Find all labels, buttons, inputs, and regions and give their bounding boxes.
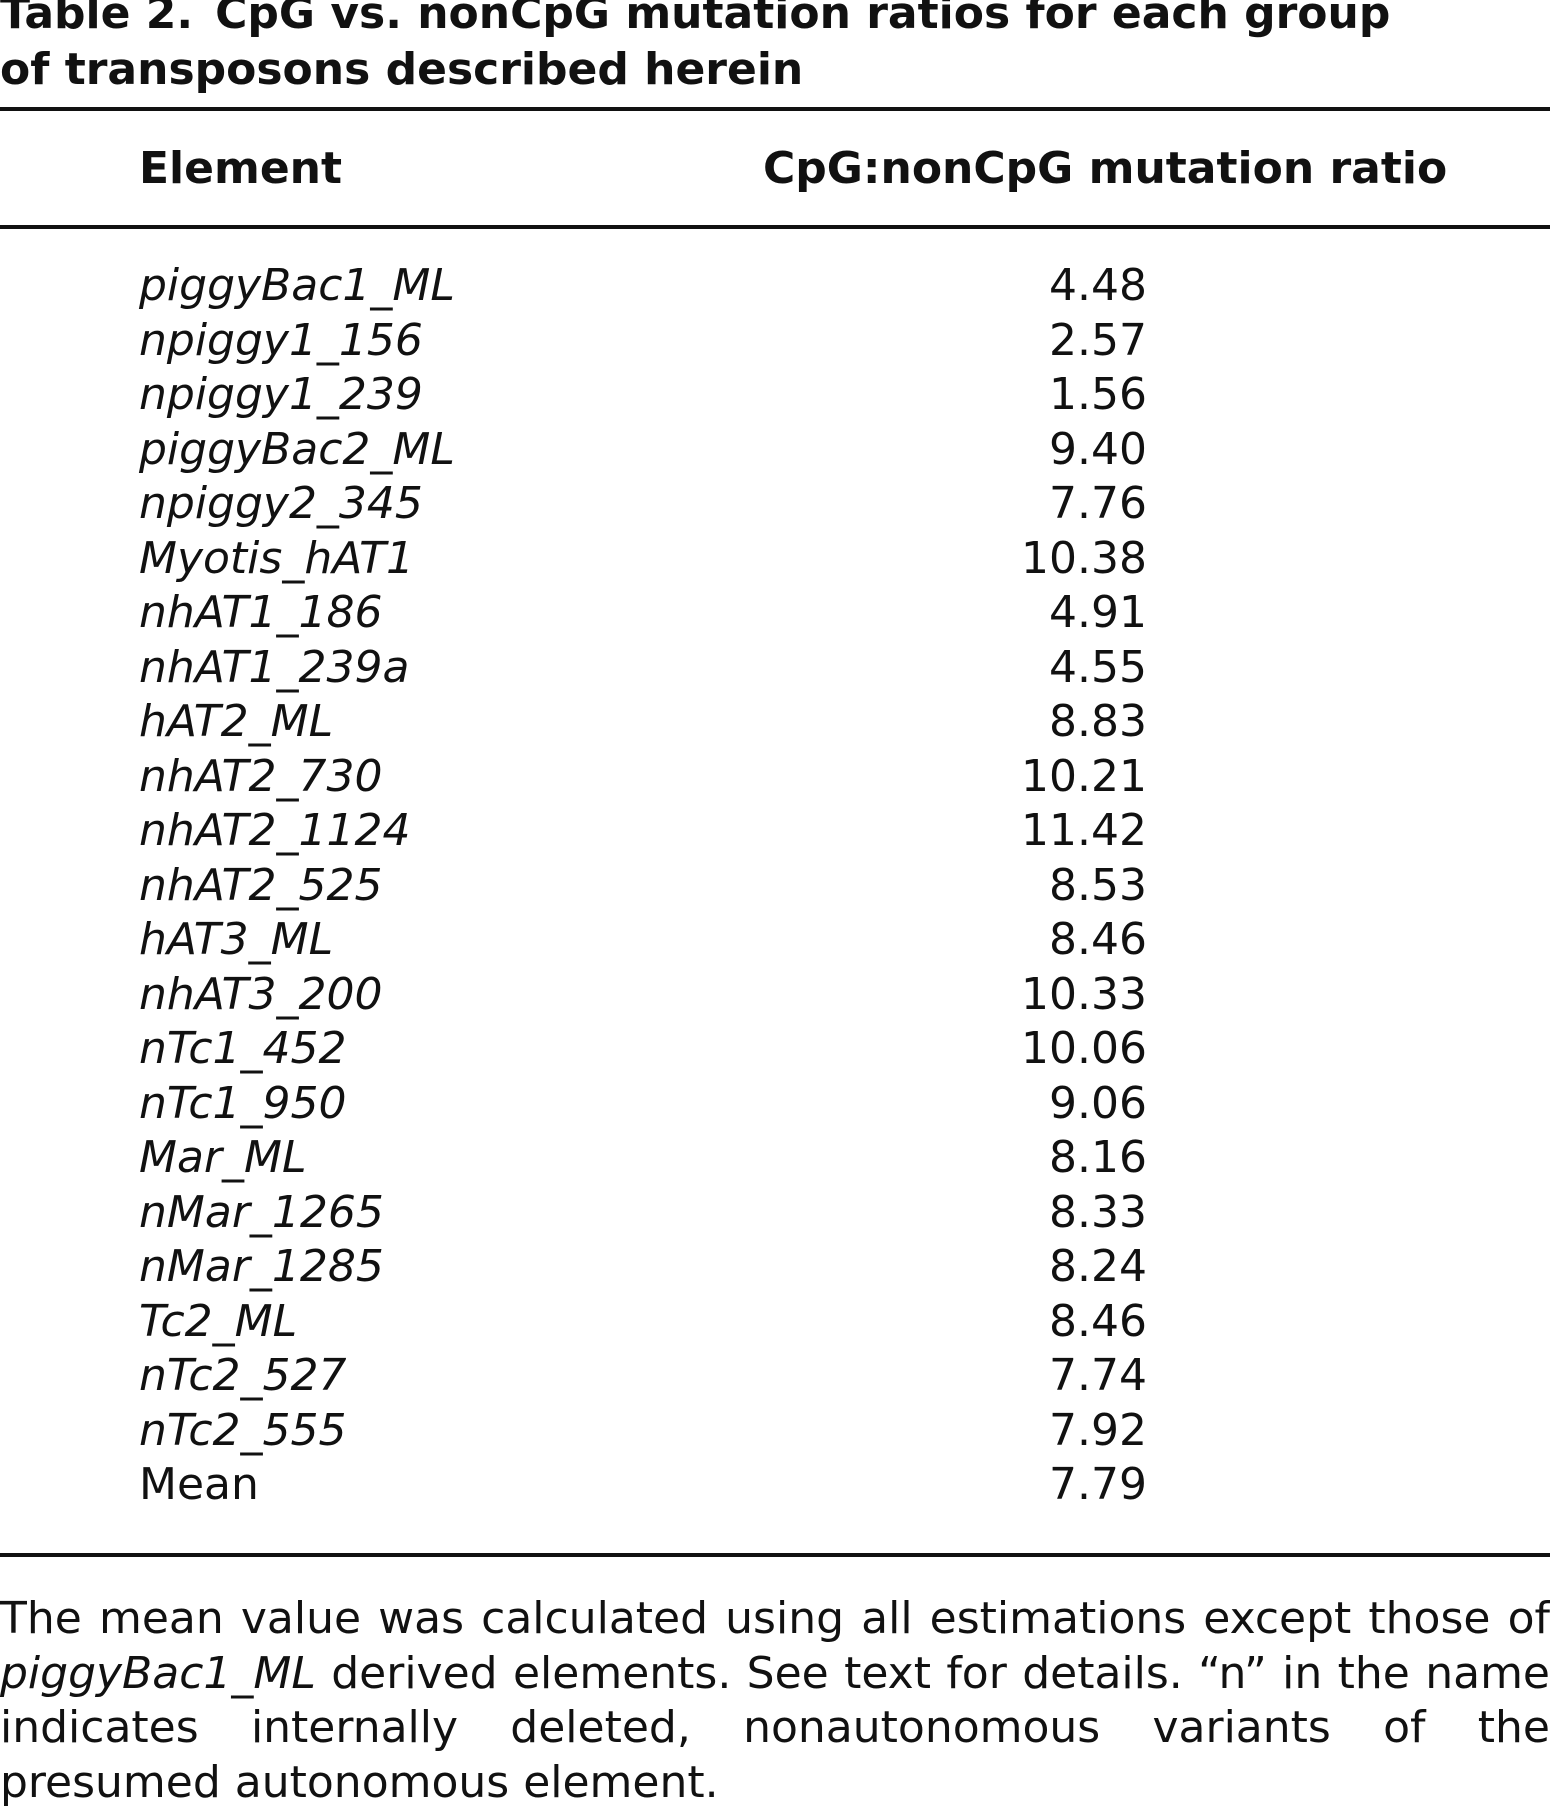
ratio-value-cell: 8.46	[1049, 914, 1147, 965]
table-row: nMar_1265 8.33	[0, 1186, 1550, 1241]
table-row: Myotis_hAT1 10.38	[0, 532, 1550, 587]
bottom-rule	[0, 1553, 1550, 1557]
ratio-value-cell: 8.24	[1049, 1241, 1147, 1292]
table-row: nhAT3_200 10.33	[0, 968, 1550, 1023]
table-body: piggyBac1_ML 4.48 npiggy1_156 2.57 npiggy1_2…	[0, 259, 1550, 1513]
column-header-ratio: CpG:nonCpG mutation ratio	[763, 143, 1448, 194]
ratio-value-cell: 10.21	[1021, 750, 1147, 802]
element-name-cell: nTc2_555	[139, 1404, 347, 1456]
table-row: nTc2_555 7.92	[0, 1404, 1550, 1459]
table-row: npiggy2_345 7.76	[0, 477, 1550, 532]
element-name-cell: nhAT1_186	[139, 587, 383, 638]
element-name-cell: nhAT1_239a	[139, 641, 410, 693]
ratio-value-cell: 10.06	[1021, 1023, 1147, 1074]
ratio-value-cell: 7.79	[1049, 1459, 1147, 1510]
element-name-cell: nMar_1285	[139, 1241, 384, 1292]
element-name-cell: piggyBac1_ML	[139, 260, 455, 311]
header-rule	[0, 225, 1550, 229]
element-name-cell: nhAT2_1124	[139, 805, 411, 856]
ratio-value-cell: 8.53	[1049, 859, 1147, 911]
element-name-cell: piggyBac2_ML	[139, 423, 455, 475]
table-row: Mar_ML 8.16	[0, 1131, 1550, 1186]
element-name-cell: nTc1_950	[139, 1077, 347, 1129]
ratio-value-cell: 9.40	[1049, 423, 1147, 475]
ratio-value-cell: 11.42	[1021, 805, 1147, 856]
ratio-value-cell: 4.48	[1049, 260, 1147, 311]
table-row: nTc1_452 10.06	[0, 1022, 1550, 1077]
table-row: Tc2_ML 8.46	[0, 1295, 1550, 1350]
table-row: nhAT1_186 4.91	[0, 586, 1550, 641]
element-name-cell: hAT3_ML	[139, 914, 334, 965]
element-name-cell: npiggy1_239	[139, 369, 423, 420]
table-row: npiggy1_239 1.56	[0, 368, 1550, 423]
table-row: npiggy1_156 2.57	[0, 314, 1550, 369]
ratio-value-cell: 7.76	[1049, 478, 1147, 529]
ratio-value-cell: 10.38	[1021, 532, 1147, 584]
table-row: nhAT2_730 10.21	[0, 750, 1550, 805]
ratio-value-cell: 2.57	[1049, 314, 1147, 366]
ratio-value-cell: 4.55	[1049, 641, 1147, 693]
table-row: nTc1_950 9.06	[0, 1077, 1550, 1132]
table-row: piggyBac1_ML 4.48	[0, 259, 1550, 314]
table-row: nMar_1285 8.24	[0, 1240, 1550, 1295]
footnote-text-1: The mean value was calculated using all …	[0, 1593, 1550, 1644]
table-caption: Table 2. CpG vs. nonCpG mutation ratios f…	[0, 0, 1430, 98]
table-row: nhAT2_1124 11.42	[0, 804, 1550, 859]
ratio-value-cell: 9.06	[1049, 1077, 1147, 1129]
element-name-cell: nTc1_452	[139, 1023, 347, 1074]
table-row: nTc2_527 7.74	[0, 1349, 1550, 1404]
element-name-cell: nTc2_527	[139, 1350, 347, 1401]
element-name-cell: npiggy2_345	[139, 478, 423, 529]
ratio-value-cell: 10.33	[1021, 968, 1147, 1020]
table-row: Mean 7.79	[0, 1458, 1550, 1513]
table-row: nhAT1_239a 4.55	[0, 641, 1550, 696]
ratio-value-cell: 1.56	[1049, 369, 1147, 420]
table-row: hAT3_ML 8.46	[0, 913, 1550, 968]
element-name-cell: nhAT2_525	[139, 859, 383, 911]
ratio-value-cell: 7.74	[1049, 1350, 1147, 1401]
footnote-text-2: derived elements. See text for details. …	[0, 1647, 1550, 1808]
element-name-cell: nhAT3_200	[139, 968, 383, 1020]
element-name-cell: hAT2_ML	[139, 696, 334, 747]
table-row: piggyBac2_ML 9.40	[0, 423, 1550, 478]
element-name-cell: Mar_ML	[139, 1132, 307, 1183]
table-footnote: The mean value was calculated using all …	[0, 1592, 1550, 1810]
footnote-italic-term: piggyBac1_ML	[0, 1647, 316, 1699]
element-name-cell: Mean	[139, 1459, 259, 1510]
table-title: CpG vs. nonCpG mutation ratios for each …	[0, 0, 1391, 95]
table-row: nhAT2_525 8.53	[0, 859, 1550, 914]
table-row: hAT2_ML 8.83	[0, 695, 1550, 750]
ratio-value-cell: 8.46	[1049, 1295, 1147, 1347]
column-header-element: Element	[139, 143, 343, 194]
table-label: Table 2.	[0, 0, 194, 39]
ratio-value-cell: 8.33	[1049, 1186, 1147, 1238]
top-rule	[0, 107, 1550, 111]
element-name-cell: npiggy1_156	[139, 314, 423, 366]
element-name-cell: nhAT2_730	[139, 750, 383, 802]
ratio-value-cell: 7.92	[1049, 1404, 1147, 1456]
element-name-cell: Myotis_hAT1	[139, 532, 414, 584]
element-name-cell: Tc2_ML	[139, 1295, 298, 1347]
ratio-value-cell: 8.16	[1049, 1132, 1147, 1183]
element-name-cell: nMar_1265	[139, 1186, 384, 1238]
ratio-value-cell: 4.91	[1049, 587, 1147, 638]
ratio-value-cell: 8.83	[1049, 696, 1147, 747]
